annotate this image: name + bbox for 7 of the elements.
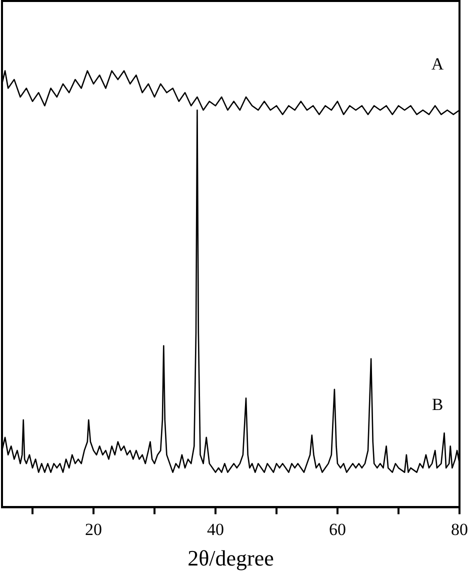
series-label: B <box>432 395 444 414</box>
x-tick-label: 80 <box>451 520 468 539</box>
x-tick-label: 20 <box>85 520 102 539</box>
series-label: A <box>431 54 444 74</box>
x-axis-title: 2θ/degree <box>188 546 274 571</box>
x-tick-label: 40 <box>207 520 224 539</box>
x-tick-label: 60 <box>329 520 346 539</box>
